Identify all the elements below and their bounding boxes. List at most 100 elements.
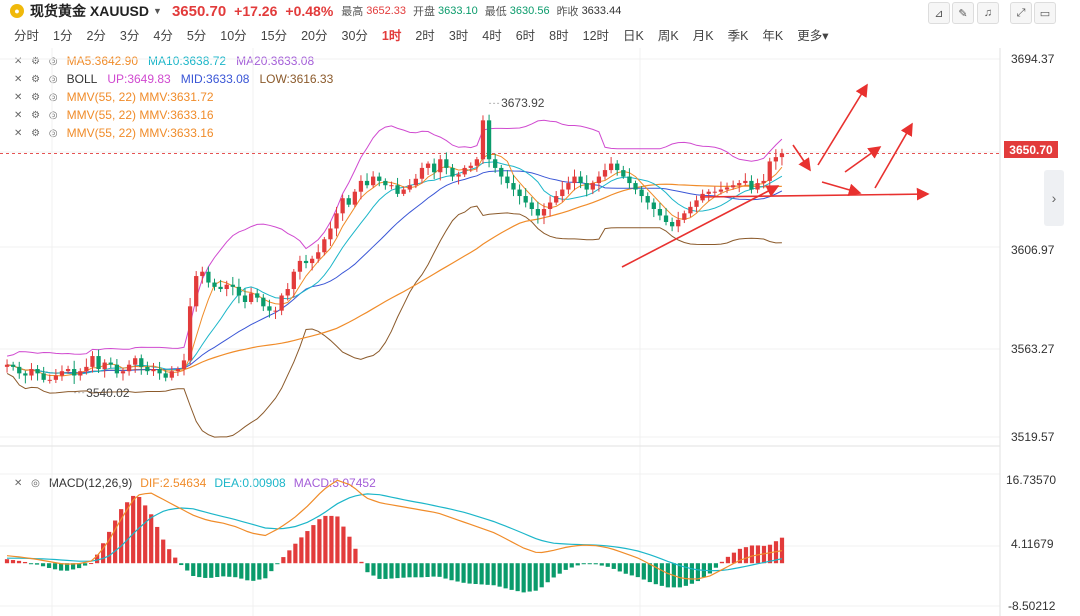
candle [145,361,150,375]
interval-tab[interactable]: 年K [762,28,784,43]
price-change: +17.26 [234,3,278,19]
candle [480,115,486,164]
interval-tab[interactable]: 季K [727,28,749,43]
macd-bar [473,563,478,585]
macd-bar [137,496,142,564]
expand-icon[interactable]: ⤢ [1010,2,1032,24]
macd-bar [647,563,652,583]
pencil-icon[interactable]: ✎ [952,2,974,24]
candle [407,179,412,193]
macd-bar [209,563,214,578]
interval-tab[interactable]: 3分 [119,28,140,43]
symbol-dropdown-icon[interactable]: ▼ [153,6,162,16]
interval-tab[interactable]: 2分 [86,28,106,43]
candle [395,177,400,197]
macd-bar [215,563,220,578]
candle [462,165,467,178]
side-panel-toggle-icon[interactable]: › [1044,170,1064,226]
interval-tab[interactable]: 12时 [582,28,610,43]
macd-bar [629,563,634,576]
interval-tab[interactable]: 1时 [381,28,402,43]
indicator-controls-icon[interactable]: ✕ ⚙ ◎ [14,55,61,67]
mmv-path [6,183,782,374]
candle [41,366,46,383]
indicator-controls-icon[interactable]: ✕ ⚙ ◎ [14,109,61,121]
interval-tab[interactable]: 更多▾ [797,28,829,43]
interval-tab[interactable]: 月K [692,28,714,43]
candle [535,201,541,224]
sound-icon[interactable]: ♫ [977,2,999,24]
draw-line-icon[interactable]: ⊿ [928,2,950,24]
indicator-controls-icon[interactable]: ✕ ⚙ ◎ [14,91,61,103]
candle [114,358,120,378]
candle [584,175,589,197]
candle [291,268,296,298]
candle [505,170,510,189]
interval-tab[interactable]: 分时 [14,28,40,43]
candle [316,244,321,263]
interval-tab[interactable]: 30分 [341,28,368,43]
interval-tab[interactable]: 4分 [153,28,173,43]
macd-settings-icons[interactable]: ✕ ◎ [14,477,43,489]
macd-bar [275,563,280,565]
candle [425,161,431,175]
symbol-title[interactable]: 现货黄金 XAUUSD [30,3,150,19]
macd-bar [149,514,154,564]
ma10-line [7,161,783,375]
interval-tab[interactable]: 2时 [415,28,435,43]
interval-tab[interactable]: 15分 [260,28,288,43]
interval-tab[interactable]: 周K [657,28,679,43]
macd-bar [557,563,562,574]
candle [242,288,248,309]
macd-bar [575,563,580,566]
candle [633,180,638,195]
indicator-controls-icon[interactable]: ✕ ⚙ ◎ [14,127,61,139]
indicator-value: MA10:3638.72 [148,54,227,68]
candle [627,168,632,189]
interval-tab[interactable]: 10分 [220,28,247,43]
interval-tab[interactable]: 1分 [53,28,73,43]
candle [749,175,754,194]
trend-arrow [621,185,780,268]
macd-bar [245,563,250,581]
macd-bar [467,563,472,584]
candle [261,294,266,312]
macd-bar [233,563,238,578]
macd-bar [95,554,100,564]
indicator-controls-icon[interactable]: ✕ ⚙ ◎ [14,73,61,85]
candle [4,359,10,373]
interval-tab[interactable]: 6时 [515,28,536,43]
candle [59,365,65,381]
macd-bar [407,563,412,578]
candle [743,173,748,186]
candle [23,370,28,384]
candle [731,180,736,190]
candle [187,297,193,365]
macd-bar [359,561,364,564]
interval-tab[interactable]: 日K [623,28,644,43]
macd-bar [695,563,700,582]
macd-bar [581,563,586,565]
macd-bar [227,563,232,577]
interval-tab[interactable]: 20分 [301,28,328,43]
interval-tab[interactable]: 3时 [448,28,469,43]
candle [596,171,602,192]
interval-tab[interactable]: 5分 [186,28,207,43]
candle [236,278,242,304]
last-price: 3650.70 [171,2,227,20]
macd-bar [605,563,610,567]
window-icon[interactable]: ▭ [1034,2,1056,24]
candle [645,192,650,210]
candle [255,289,260,303]
macd-bar [46,563,52,568]
macd-bar [779,537,785,564]
macd-bar [419,563,424,578]
interval-tab[interactable]: 8时 [549,28,569,43]
candle [309,255,315,271]
macd-bar [107,531,112,564]
candle [663,207,669,226]
interval-tab[interactable]: 4时 [482,28,502,43]
candle [761,173,766,189]
macd-bar [58,563,64,571]
macd-bar [563,563,568,570]
